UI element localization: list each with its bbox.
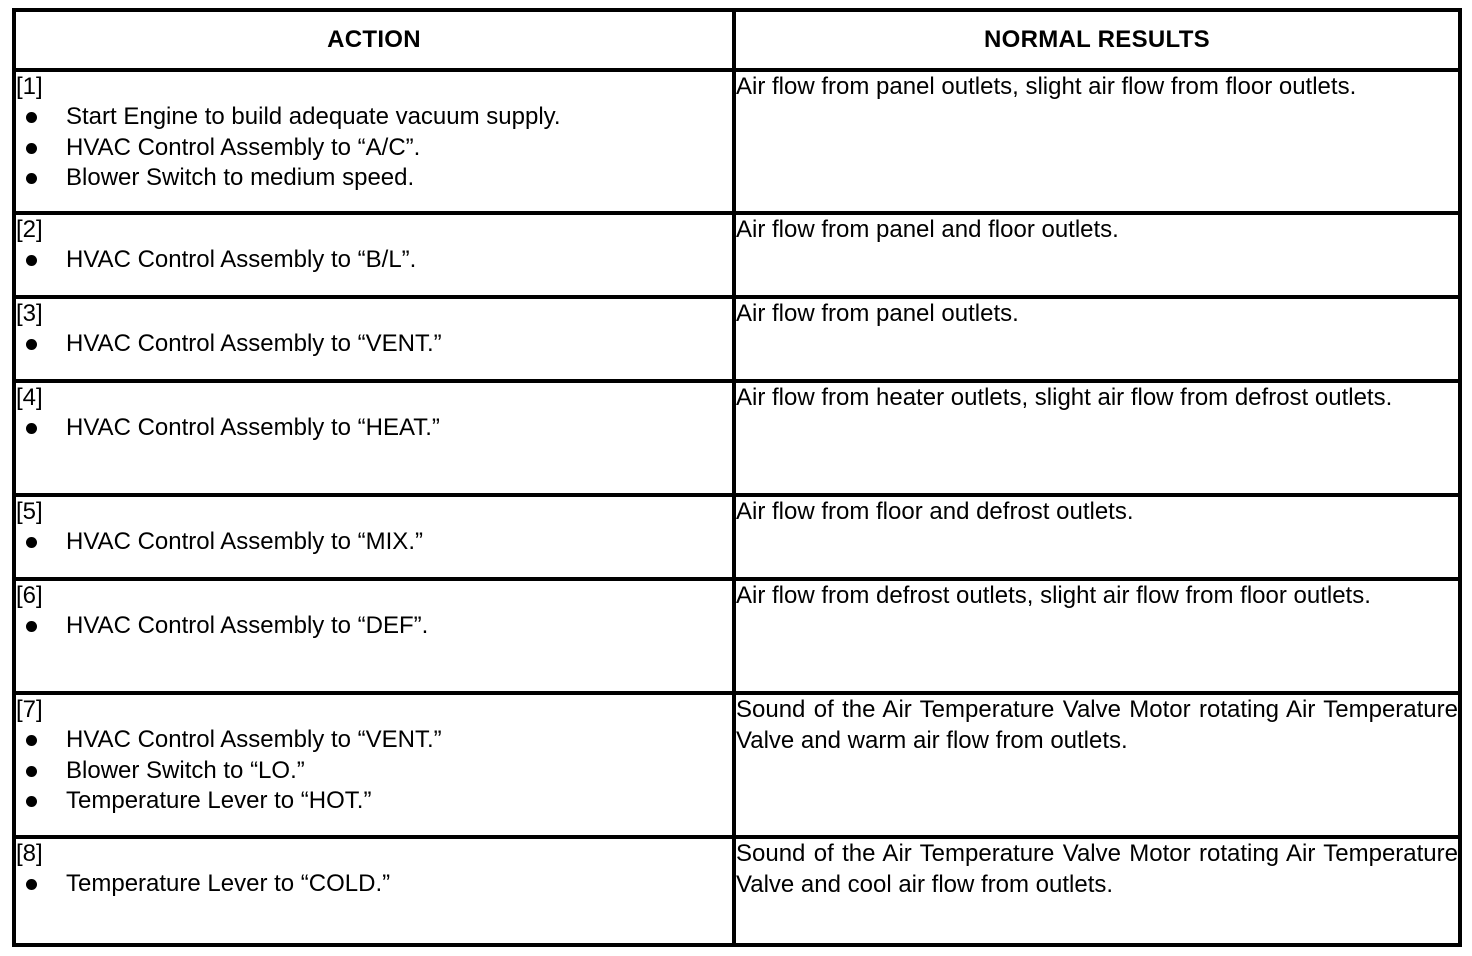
bullet-icon [26,796,37,807]
bullet-icon [26,255,37,266]
header-normal-results: NORMAL RESULTS [732,8,1462,72]
table-row: [1] Start Engine to build adequate vacuu… [12,68,1462,215]
action-cell: [7] HVAC Control Assembly to “VENT.” Blo… [12,691,736,839]
action-cell: [8] Temperature Lever to “COLD.” [12,835,736,947]
table-row: [2] HVAC Control Assembly to “B/L”. Air … [12,211,1462,299]
step-number: [7] [16,696,43,723]
result-cell: Air flow from panel outlets, slight air … [732,68,1462,215]
bullet-icon [26,339,37,350]
action-list: HVAC Control Assembly to “VENT.” Blower … [16,725,732,817]
action-text: HVAC Control Assembly to “VENT.” [66,330,442,357]
action-text: HVAC Control Assembly to “HEAT.” [66,414,440,441]
action-item: Blower Switch to “LO.” [16,756,732,787]
action-cell: [6] HVAC Control Assembly to “DEF”. [12,577,736,695]
result-cell: Air flow from defrost outlets, slight ai… [732,577,1462,695]
step-number: [4] [16,384,43,411]
action-text: HVAC Control Assembly to “MIX.” [66,528,423,555]
action-list: HVAC Control Assembly to “B/L”. [16,245,732,276]
action-item: HVAC Control Assembly to “B/L”. [16,245,732,276]
bullet-icon [26,879,37,890]
action-list: HVAC Control Assembly to “MIX.” [16,527,732,558]
bullet-icon [26,423,37,434]
step-number: [2] [16,216,43,243]
bullet-icon [26,621,37,632]
action-text: Blower Switch to “LO.” [66,756,305,784]
action-text: Start Engine to build adequate vacuum su… [66,103,561,130]
action-item: HVAC Control Assembly to “HEAT.” [16,413,732,444]
action-item: HVAC Control Assembly to “DEF”. [16,611,732,642]
action-cell: [4] HVAC Control Assembly to “HEAT.” [12,379,736,497]
action-text: Temperature Lever to “HOT.” [66,787,372,814]
table-row: [3] HVAC Control Assembly to “VENT.” Air… [12,295,1462,383]
bullet-icon [26,537,37,548]
step-number: [3] [16,300,43,327]
action-text: Blower Switch to medium speed. [66,164,415,191]
header-action: ACTION [12,8,736,72]
action-cell: [5] HVAC Control Assembly to “MIX.” [12,493,736,581]
action-cell: [2] HVAC Control Assembly to “B/L”. [12,211,736,299]
table-row: [5] HVAC Control Assembly to “MIX.” Air … [12,493,1462,581]
action-item: Blower Switch to medium speed. [16,163,732,194]
result-cell: Sound of the Air Temperature Valve Motor… [732,691,1462,839]
step-number: [8] [16,840,43,867]
bullet-icon [26,142,37,154]
result-cell: Air flow from panel outlets. [732,295,1462,383]
table-row: [7] HVAC Control Assembly to “VENT.” Blo… [12,691,1462,839]
result-cell: Air flow from floor and defrost outlets. [732,493,1462,581]
action-item: HVAC Control Assembly to “A/C”. [16,133,732,164]
action-text: HVAC Control Assembly to “A/C”. [66,133,421,161]
action-text: Temperature Lever to “COLD.” [66,870,391,897]
bullet-icon [26,765,37,777]
step-number: [5] [16,498,43,525]
result-cell: Sound of the Air Temperature Valve Motor… [732,835,1462,947]
bullet-icon [26,173,37,184]
action-item: Temperature Lever to “HOT.” [16,786,732,817]
action-list: HVAC Control Assembly to “VENT.” [16,329,732,360]
bullet-icon [26,112,37,123]
action-item: HVAC Control Assembly to “VENT.” [16,329,732,360]
action-cell: [3] HVAC Control Assembly to “VENT.” [12,295,736,383]
action-list: Start Engine to build adequate vacuum su… [16,102,732,194]
action-cell: [1] Start Engine to build adequate vacuu… [12,68,736,215]
result-cell: Air flow from panel and floor outlets. [732,211,1462,299]
action-item: HVAC Control Assembly to “MIX.” [16,527,732,558]
table-row: [4] HVAC Control Assembly to “HEAT.” Air… [12,379,1462,497]
action-text: HVAC Control Assembly to “DEF”. [66,612,429,639]
table-row: [6] HVAC Control Assembly to “DEF”. Air … [12,577,1462,695]
action-item: Temperature Lever to “COLD.” [16,869,732,900]
action-list: Temperature Lever to “COLD.” [16,869,732,900]
step-number: [6] [16,582,43,609]
bullet-icon [26,735,37,746]
action-text: HVAC Control Assembly to “B/L”. [66,246,417,273]
table-row: [8] Temperature Lever to “COLD.” Sound o… [12,835,1462,947]
action-item: Start Engine to build adequate vacuum su… [16,102,732,133]
action-item: HVAC Control Assembly to “VENT.” [16,725,732,756]
result-cell: Air flow from heater outlets, slight air… [732,379,1462,497]
action-text: HVAC Control Assembly to “VENT.” [66,726,442,753]
step-number: [1] [16,73,43,100]
procedure-table: ACTION NORMAL RESULTS [1] Start Engine t… [12,8,1462,947]
header-row: ACTION NORMAL RESULTS [12,8,1462,72]
procedure-rows: [1] Start Engine to build adequate vacuu… [12,68,1462,947]
action-list: HVAC Control Assembly to “DEF”. [16,611,732,642]
action-list: HVAC Control Assembly to “HEAT.” [16,413,732,444]
